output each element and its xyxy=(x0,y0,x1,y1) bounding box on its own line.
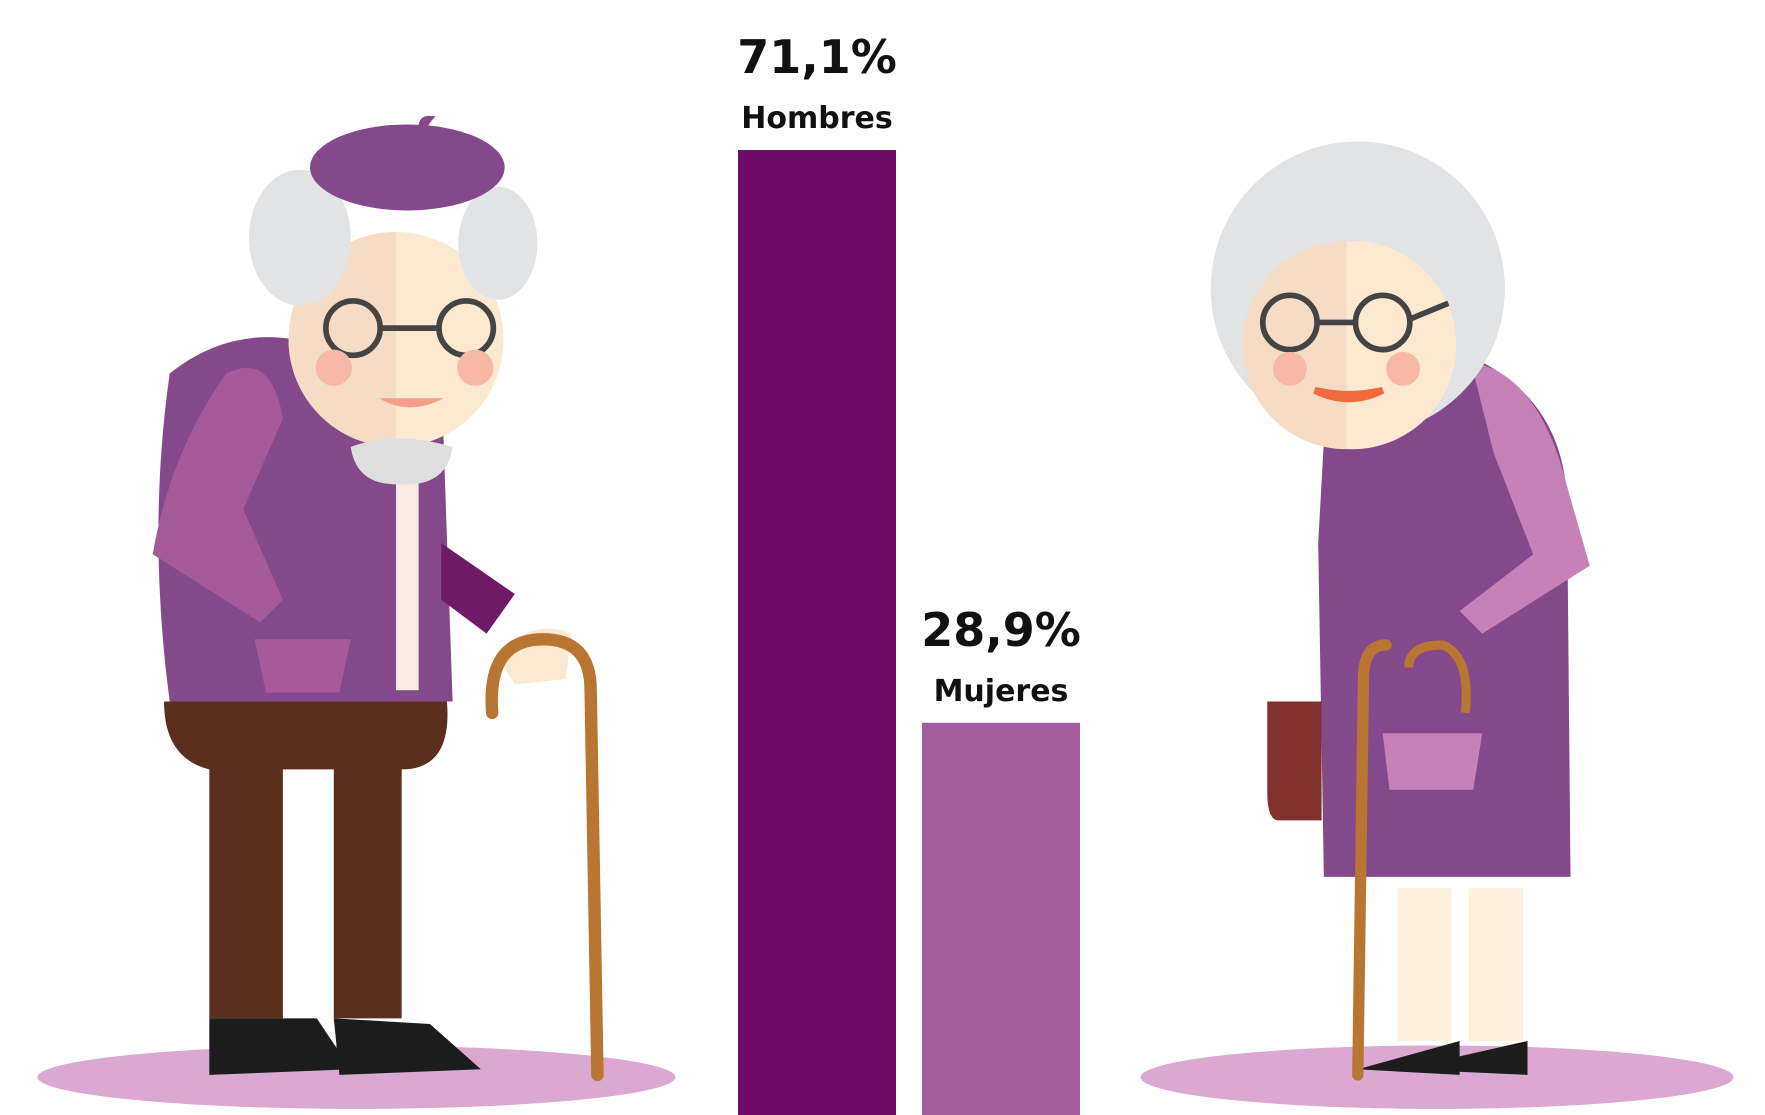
old-woman-illustration xyxy=(1140,141,1734,1109)
value-label: 28,9% xyxy=(921,603,1081,657)
bar xyxy=(738,150,896,1115)
old-man-illustration xyxy=(37,115,676,1109)
category-label: Hombres xyxy=(741,101,892,136)
bar xyxy=(922,722,1080,1115)
illustrations xyxy=(37,115,1734,1109)
value-label: 71,1% xyxy=(737,30,897,84)
category-label: Mujeres xyxy=(934,674,1069,709)
